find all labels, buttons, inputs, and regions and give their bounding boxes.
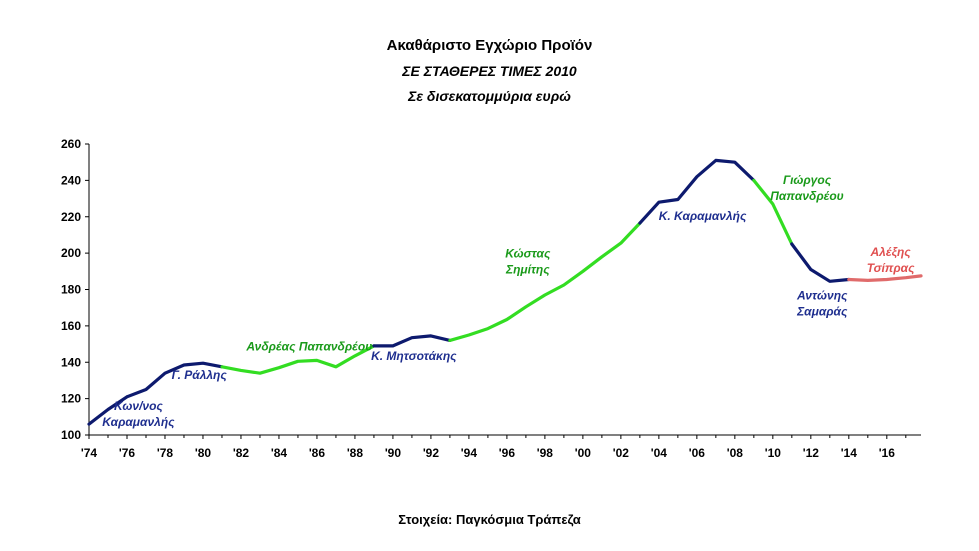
x-tick-label: '78	[157, 446, 174, 460]
y-tick-label: 160	[61, 319, 81, 333]
x-tick-label: '10	[765, 446, 782, 460]
annotation-label: Γ. Ράλλης	[172, 368, 228, 382]
x-tick-label: '14	[841, 446, 858, 460]
annotation-line: Γ. Ράλλης	[172, 368, 228, 382]
annotation-line: Κων/νος	[114, 399, 163, 413]
x-tick-label: '12	[803, 446, 820, 460]
x-tick-label: '88	[347, 446, 364, 460]
annotation-line: Αλέξης	[870, 245, 912, 259]
chart-title: Ακαθάριστο Εγχώριο Προϊόν	[386, 37, 593, 54]
annotation-line: Κ. Καραμανλής	[659, 209, 747, 223]
annotation-line: Αντώνης	[796, 288, 848, 302]
annotations: Κων/νος Καραμανλής Γ. Ράλλης Ανδρέας Παπανδ…	[102, 173, 915, 429]
series-line-5	[752, 178, 794, 246]
series-line-0	[87, 361, 224, 426]
annotation-label: Αλέξης Τσίπρας	[867, 245, 915, 275]
x-tick-label: '80	[195, 446, 212, 460]
annotation-line: Κώστας	[505, 246, 551, 260]
annotation-line: Σαμαράς	[796, 304, 848, 318]
annotation-line: Τσίπρας	[867, 261, 915, 275]
x-tick-label: '16	[879, 446, 896, 460]
annotation-line: Γιώργος	[783, 173, 832, 187]
chart-subtitle: ΣΕ ΣΤΑΘΕΡΕΣ ΤΙΜΕΣ 2010	[402, 63, 577, 79]
axes: 100 120 140 160 180 200 220 240 260 '74 '76 '78 '80 '…	[61, 137, 921, 460]
annotation-line: Παπανδρέου	[770, 189, 843, 203]
x-tick-label: '08	[727, 446, 744, 460]
series-line-2	[372, 334, 452, 348]
annotation-label: Γιώργος Παπανδρέου	[770, 173, 843, 203]
annotation-label: Κώστας Σημίτης	[505, 246, 551, 276]
annotation-line: Κ. Μητσοτάκης	[371, 349, 457, 363]
series-line-1	[220, 344, 376, 375]
x-tick-label: '76	[119, 446, 136, 460]
y-tick-label: 120	[61, 392, 81, 406]
x-tick-label: '02	[613, 446, 630, 460]
x-tick-label: '84	[271, 446, 288, 460]
x-tick-label: '06	[689, 446, 706, 460]
x-tick-label: '00	[575, 446, 592, 460]
series-line-3	[448, 221, 642, 342]
annotation-label: Κ. Μητσοτάκης	[371, 349, 457, 363]
x-tick-label: '94	[461, 446, 478, 460]
annotation-label: Αντώνης Σαμαράς	[796, 288, 848, 318]
x-tick-label: '98	[537, 446, 554, 460]
chart-unit-label: Σε δισεκατομμύρια ευρώ	[408, 88, 571, 104]
x-tick-label: '82	[233, 446, 250, 460]
x-tick-label: '96	[499, 446, 516, 460]
y-tick-label: 100	[61, 428, 81, 442]
annotation-line: Ανδρέας Παπανδρέου	[245, 339, 372, 353]
y-tick-label: 200	[61, 246, 81, 260]
y-tick-label: 260	[61, 137, 81, 151]
series-line-7	[847, 274, 923, 282]
x-tick-label: '90	[385, 446, 402, 460]
annotation-line: Καραμανλής	[102, 415, 175, 429]
annotation-line: Σημίτης	[505, 262, 550, 276]
y-tick-label: 240	[61, 173, 81, 187]
x-tick-label: '74	[81, 446, 98, 460]
x-tick-label: '04	[651, 446, 668, 460]
series-lines	[87, 158, 923, 426]
annotation-label: Κ. Καραμανλής	[659, 209, 747, 223]
x-tick-label: '86	[309, 446, 326, 460]
series-line-4	[638, 158, 756, 225]
series-line-6	[790, 242, 851, 283]
source-note: Στοιχεία: Παγκόσμια Τράπεζα	[398, 512, 581, 527]
y-tick-label: 180	[61, 283, 81, 297]
y-tick-label: 220	[61, 210, 81, 224]
annotation-label: Ανδρέας Παπανδρέου	[245, 339, 372, 353]
y-tick-label: 140	[61, 355, 81, 369]
x-tick-label: '92	[423, 446, 440, 460]
annotation-label: Κων/νος Καραμανλής	[102, 399, 175, 429]
